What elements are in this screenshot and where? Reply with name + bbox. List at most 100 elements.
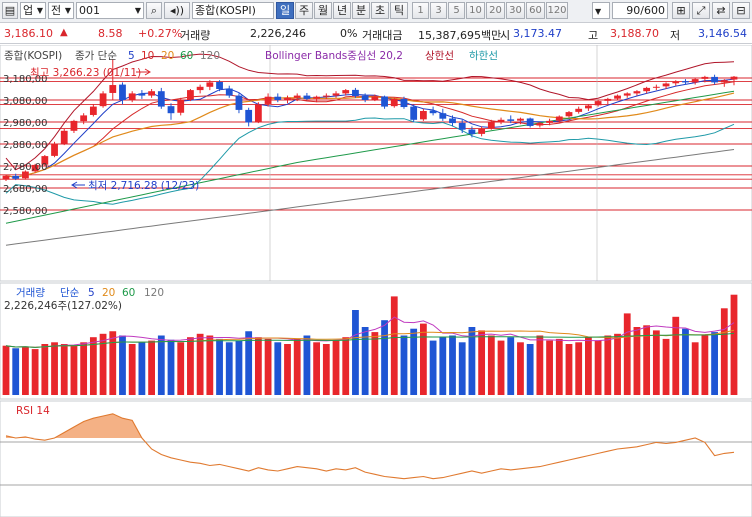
volume-bar xyxy=(594,340,602,395)
ma5-line xyxy=(5,78,735,178)
chart-menu-icon[interactable]: ▤ xyxy=(2,2,18,19)
tab-period-5[interactable]: 초 xyxy=(371,2,389,19)
volume-bar xyxy=(623,313,631,395)
volume-bar xyxy=(187,337,194,395)
price-change-pct: +0.27% xyxy=(138,27,183,40)
candle-body xyxy=(633,91,641,94)
minute-dropdown[interactable]: ▼ xyxy=(592,2,610,19)
candle-body xyxy=(400,98,408,108)
market-select[interactable]: 전 ▼ xyxy=(48,2,74,19)
volume-value: 2,226,246 xyxy=(250,27,306,40)
candle-body xyxy=(99,93,107,107)
tab-period-4[interactable]: 분 xyxy=(352,2,370,19)
speaker-icon[interactable]: ◂)) xyxy=(164,2,190,19)
chart-type-label: 업 xyxy=(23,4,34,17)
candle-body xyxy=(342,90,350,94)
candle-body xyxy=(672,81,680,84)
tab-period-0[interactable]: 일 xyxy=(276,2,294,19)
volume-bar xyxy=(41,344,49,395)
candle-body xyxy=(60,130,68,144)
volume-bar xyxy=(225,342,233,395)
candle-body xyxy=(497,119,505,122)
volume-bar xyxy=(526,344,534,395)
candle-body xyxy=(720,80,728,83)
volume-ma20-label: 20 xyxy=(102,287,115,299)
bb-lower-line xyxy=(5,117,735,205)
open-value: 3,173.47 xyxy=(513,27,562,40)
volume-bar xyxy=(293,338,301,395)
volume-panel: 거래량 단순 5 20 60 120 2,226,246주(127.02%) xyxy=(0,282,752,400)
volume-bar xyxy=(148,340,155,395)
code-input[interactable]: 001 ▼ xyxy=(76,2,144,19)
draw-tool-icon[interactable]: ⤢ xyxy=(692,2,710,19)
tab-minute-5[interactable]: 5 xyxy=(448,2,465,19)
search-icon[interactable]: ⌕ xyxy=(146,2,162,19)
volume-bar xyxy=(711,332,718,395)
candle-body xyxy=(313,96,321,99)
candle-body xyxy=(264,96,272,104)
volume-bar xyxy=(245,331,253,395)
candle-body xyxy=(546,120,553,123)
volume-bar xyxy=(196,333,204,395)
volume-bar xyxy=(633,327,641,395)
compare-icon[interactable]: ⇄ xyxy=(712,2,730,19)
rsi-line xyxy=(5,413,735,480)
tab-minute-20[interactable]: 20 xyxy=(486,2,505,19)
market-label: 전 xyxy=(51,4,62,17)
low-arrow-icon xyxy=(71,181,85,189)
volume-bar xyxy=(235,340,243,395)
grid-icon[interactable]: ⊞ xyxy=(672,2,690,19)
volume-bar xyxy=(167,339,175,395)
volume-bar xyxy=(468,327,476,395)
open-label: 시 xyxy=(500,29,511,42)
volume-bar xyxy=(410,328,418,395)
candle-body xyxy=(109,85,117,93)
tab-minute-30[interactable]: 30 xyxy=(506,2,525,19)
candle-body xyxy=(487,122,495,129)
candle-body xyxy=(371,96,379,100)
chart-area[interactable]: 3,180,00 3,080,00 2,980,00 2,880,00 2,780,00… xyxy=(0,45,752,517)
current-price: 3,186.10 xyxy=(4,27,53,40)
low-annotation: 최저 2,716.28 (12/23) xyxy=(88,180,199,192)
volume-bar xyxy=(672,316,680,395)
settings-icon[interactable]: ⊟ xyxy=(732,2,750,19)
volume-bar xyxy=(361,327,369,395)
volume-bar xyxy=(536,335,544,395)
candle-body xyxy=(429,110,437,114)
volume-bar xyxy=(206,335,214,395)
candle-body xyxy=(478,128,486,134)
tab-period-6[interactable]: 틱 xyxy=(390,2,408,19)
bb-label: Bollinger Bands중심선 20,2 xyxy=(265,50,403,62)
candle-body xyxy=(254,104,262,122)
volume-bar xyxy=(652,330,660,395)
volume-bar xyxy=(643,325,651,395)
y-tick-label: 2,780,00 xyxy=(3,162,48,173)
candle-body xyxy=(70,120,78,131)
tab-minute-10[interactable]: 10 xyxy=(466,2,485,19)
price-change: 8.58 xyxy=(98,27,123,40)
candle-body xyxy=(458,122,466,130)
up-arrow-icon: ▲ xyxy=(60,27,68,38)
volume-bar xyxy=(730,294,738,395)
chart-type-select[interactable]: 업 ▼ xyxy=(20,2,46,19)
volume-bar xyxy=(691,342,699,395)
tab-period-1[interactable]: 주 xyxy=(295,2,313,19)
volume-bar xyxy=(99,333,107,395)
candle-body xyxy=(711,76,718,83)
tab-minute-120[interactable]: 120 xyxy=(546,2,568,19)
y-tick-label: 2,680,00 xyxy=(3,184,48,195)
candle-body xyxy=(89,106,97,115)
tab-minute-3[interactable]: 3 xyxy=(430,2,447,19)
volume-bar xyxy=(546,340,553,395)
tab-minute-60[interactable]: 60 xyxy=(526,2,545,19)
candle-body xyxy=(274,96,282,100)
ma60-line xyxy=(5,90,735,224)
tab-minute-1[interactable]: 1 xyxy=(412,2,429,19)
tab-period-3[interactable]: 년 xyxy=(333,2,351,19)
candle-body xyxy=(361,95,369,100)
tab-period-2[interactable]: 월 xyxy=(314,2,332,19)
volume-bar xyxy=(264,338,272,395)
count-input[interactable]: 90/600 xyxy=(612,2,668,19)
index-name: 종합(KOSPI) xyxy=(195,4,256,17)
